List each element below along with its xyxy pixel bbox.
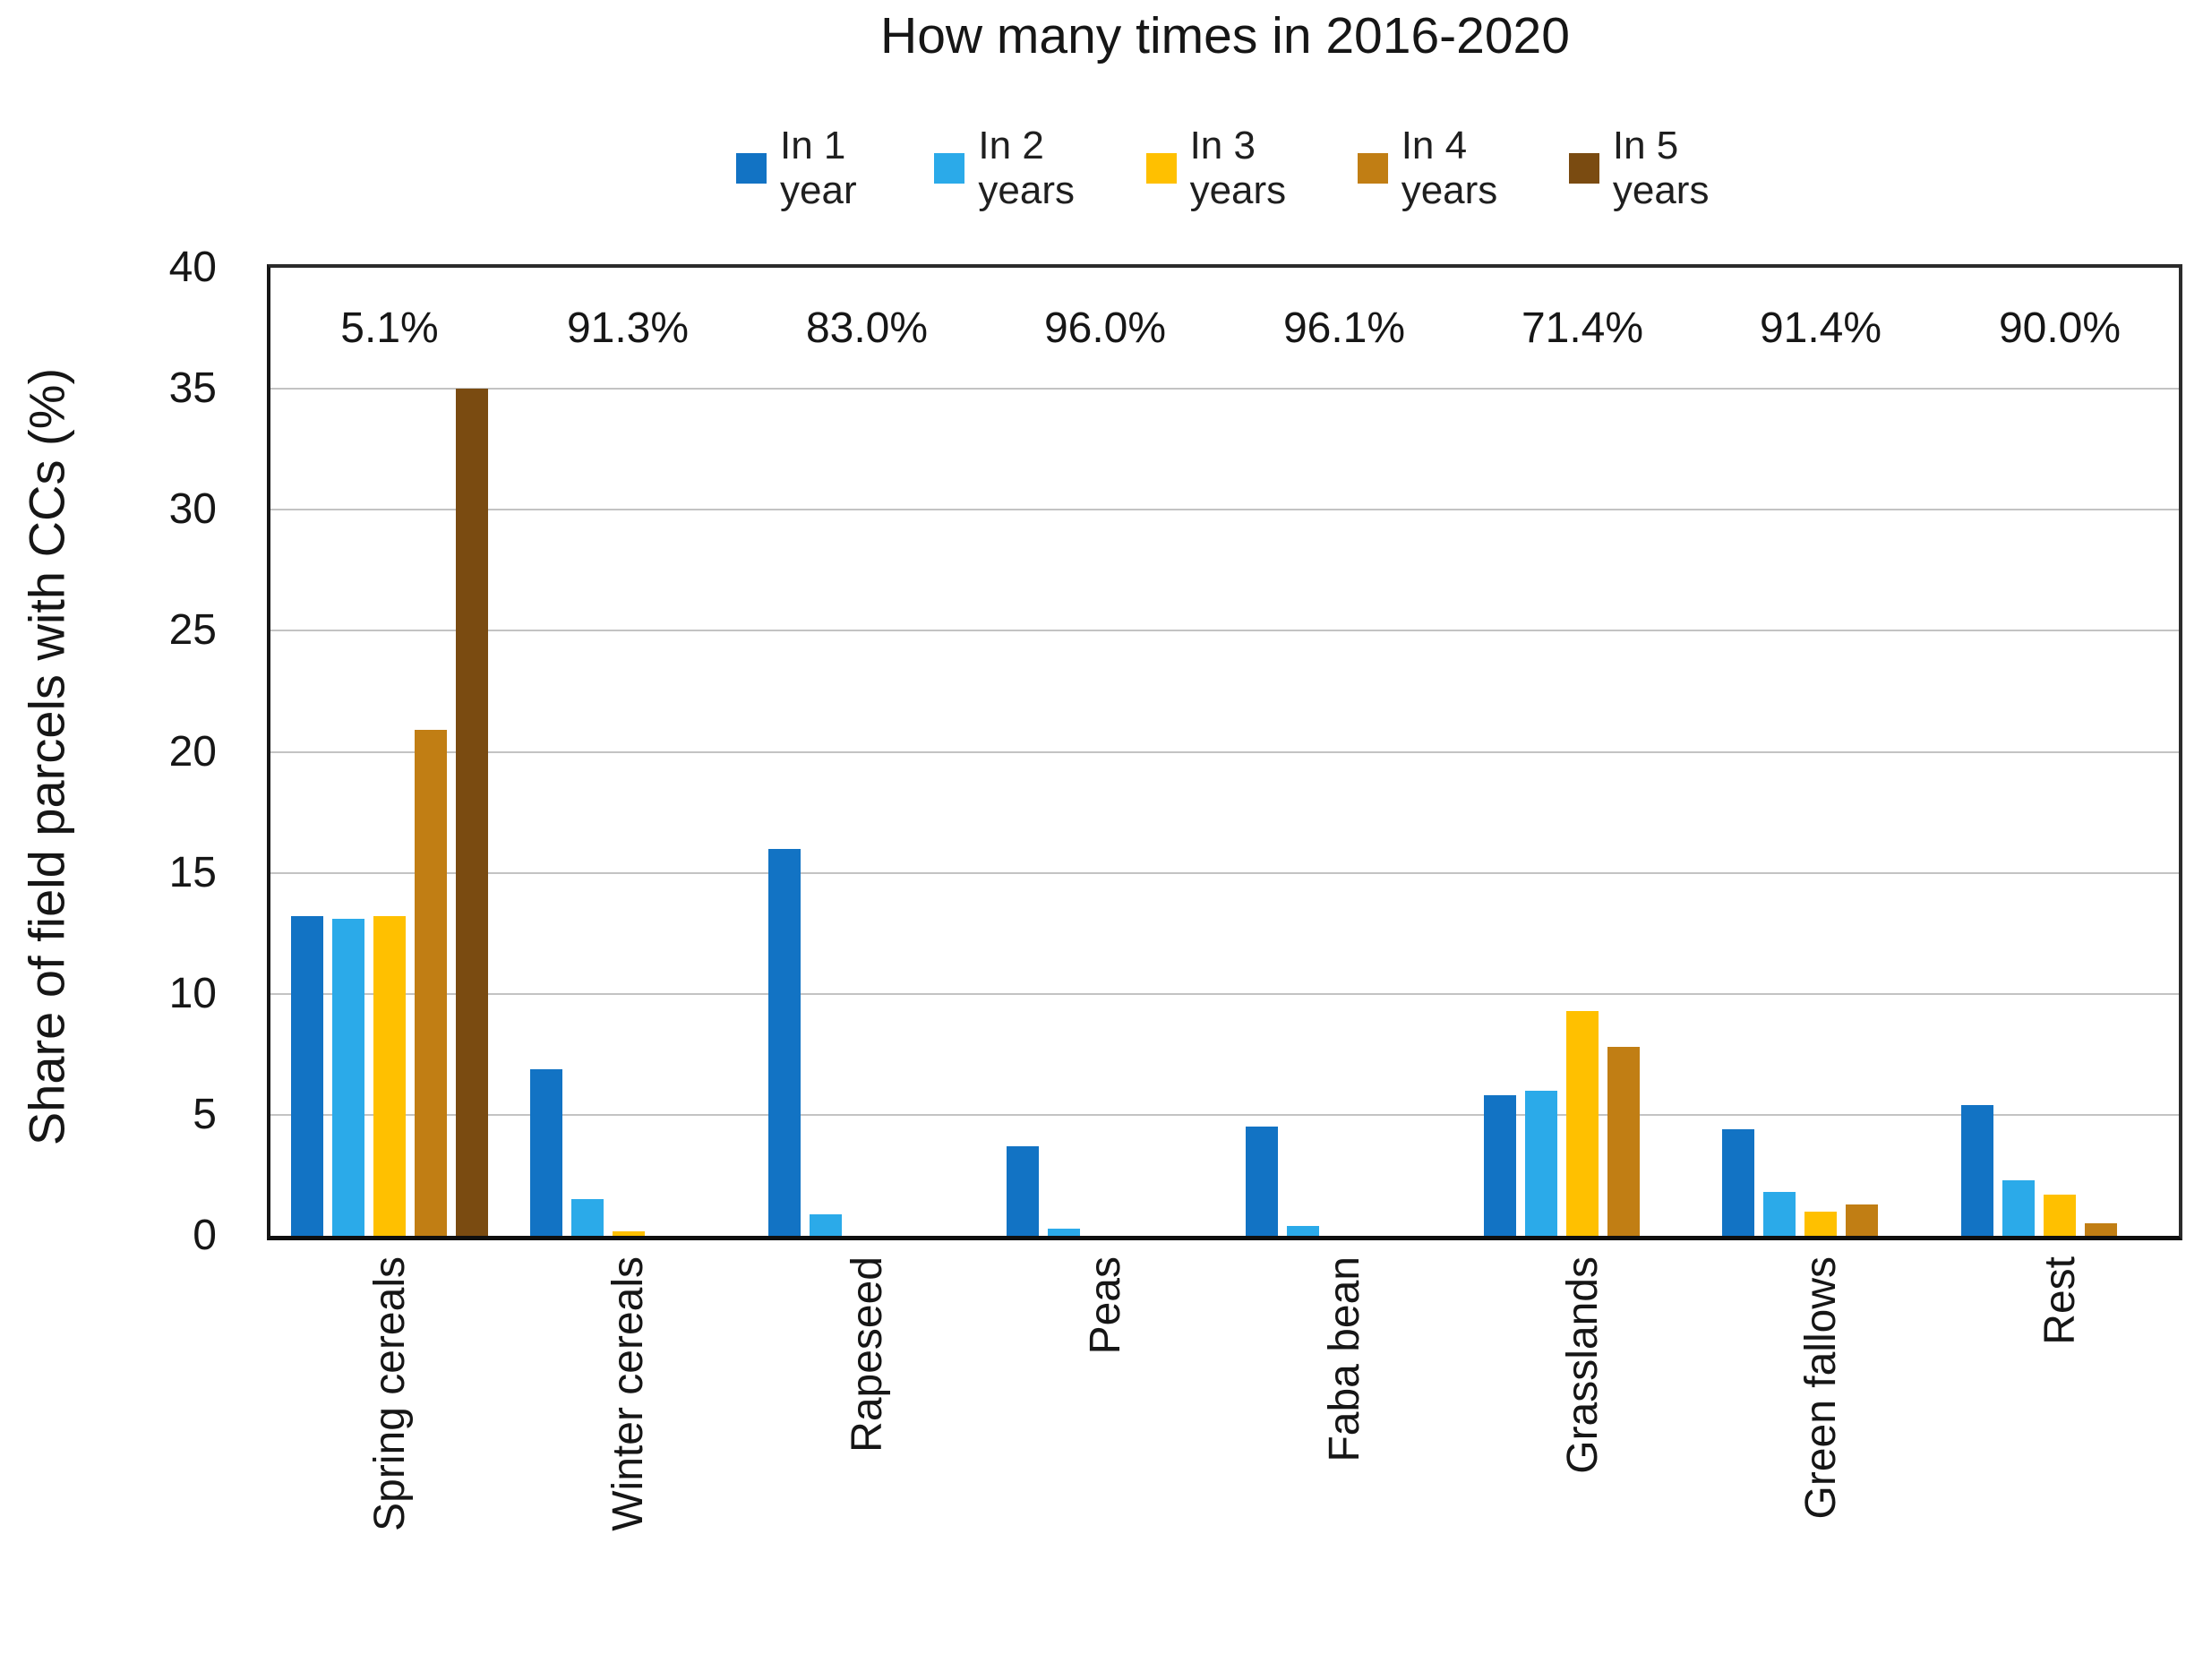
legend-label: In 5 years [1612, 124, 1710, 212]
x-category-label: Rapeseed [843, 1256, 891, 1453]
x-category-label-box: Rest [1941, 1256, 2179, 1345]
bar [1007, 1146, 1039, 1236]
bar [1607, 1047, 1640, 1236]
x-category-label: Winter cereals [604, 1256, 652, 1531]
gridline [270, 992, 2179, 995]
x-category-label-box: Spring cereals [270, 1256, 509, 1531]
y-tick-label: 30 [168, 485, 217, 533]
x-category-label: Peas [1081, 1256, 1129, 1355]
bar [2044, 1195, 2076, 1236]
bar [332, 919, 364, 1236]
annotation-label: 96.1% [1282, 304, 1406, 352]
plot-area: 5.1% 91.3% 83.0% 96.0% 96.1% 71.4% 91.4% 90.0% [267, 264, 2182, 1240]
annotation-label: 71.4% [1521, 304, 1644, 352]
legend-item: In 1 year [736, 124, 868, 213]
y-tick-label: 35 [168, 364, 217, 412]
bar [768, 849, 801, 1236]
legend-swatch [1357, 153, 1388, 184]
x-category-label-box: Rapeseed [748, 1256, 986, 1453]
legend-item: In 2 years [934, 124, 1079, 213]
legend-label: In 4 years [1401, 124, 1498, 212]
bar [1484, 1095, 1516, 1236]
legend-label: In 1 year [780, 124, 857, 212]
gridline [270, 509, 2179, 511]
annotation-label: 91.3% [566, 304, 690, 352]
x-category-label: Spring cereals [365, 1256, 414, 1531]
bar [415, 730, 447, 1236]
x-category-label-box: Peas [986, 1256, 1224, 1354]
annotation-label: 90.0% [1998, 304, 2122, 352]
x-category-label-box: Green fallows [1702, 1256, 1940, 1519]
y-tick-label: 25 [168, 606, 217, 654]
bar [613, 1231, 645, 1236]
bar [1287, 1226, 1319, 1236]
bar [2085, 1223, 2117, 1236]
gridline [270, 388, 2179, 390]
bar [810, 1214, 842, 1236]
legend-swatch [934, 153, 965, 184]
y-tick-label: 0 [193, 1212, 217, 1259]
bar [1961, 1105, 1993, 1236]
annotation-label: 5.1% [340, 304, 439, 352]
x-category-label-box: Winter cereals [509, 1256, 747, 1531]
bar [1763, 1192, 1796, 1236]
annotation-label: 83.0% [805, 304, 929, 352]
bar [1525, 1091, 1557, 1236]
y-tick-label: 40 [168, 244, 217, 291]
legend-item: In 5 years [1568, 124, 1714, 213]
x-category-label-box: Faba bean [1225, 1256, 1463, 1462]
gridline [270, 630, 2179, 632]
bar [1048, 1229, 1080, 1236]
legend-swatch [1568, 153, 1599, 184]
y-tick-label: 5 [193, 1091, 217, 1138]
gridline [270, 750, 2179, 753]
bar [1846, 1204, 1878, 1236]
legend-label: In 2 years [978, 124, 1076, 212]
y-tick-label: 15 [168, 849, 217, 896]
legend-label: In 3 years [1189, 124, 1287, 212]
chart-title: How many times in 2016-2020 [880, 7, 1570, 64]
legend-swatch [1145, 153, 1177, 184]
bar [456, 389, 488, 1236]
x-category-label: Faba bean [1320, 1256, 1368, 1462]
legend-swatch [736, 153, 767, 184]
bar [1722, 1129, 1754, 1236]
y-tick-label: 10 [168, 970, 217, 1017]
legend-item: In 4 years [1357, 124, 1503, 213]
legend-item: In 3 years [1145, 124, 1291, 213]
annotation-label: 96.0% [1043, 304, 1167, 352]
x-category-label-box: Grasslands [1463, 1256, 1702, 1474]
x-category-label: Green fallows [1796, 1256, 1845, 1520]
bar [571, 1199, 604, 1236]
bar [2002, 1180, 2035, 1236]
bar [1566, 1011, 1599, 1236]
legend: In 1 year In 2 years In 3 years In 4 years I… [736, 124, 1714, 213]
annotation-label: 91.4% [1759, 304, 1882, 352]
gridline [270, 871, 2179, 874]
bar [1804, 1212, 1837, 1236]
gridline [270, 1113, 2179, 1116]
x-category-label: Grasslands [1558, 1256, 1607, 1474]
y-tick-label: 20 [168, 728, 217, 776]
bar [1246, 1127, 1278, 1236]
bar [373, 916, 406, 1236]
bar [530, 1069, 562, 1236]
x-category-label: Rest [2036, 1256, 2084, 1345]
bar [291, 916, 323, 1236]
